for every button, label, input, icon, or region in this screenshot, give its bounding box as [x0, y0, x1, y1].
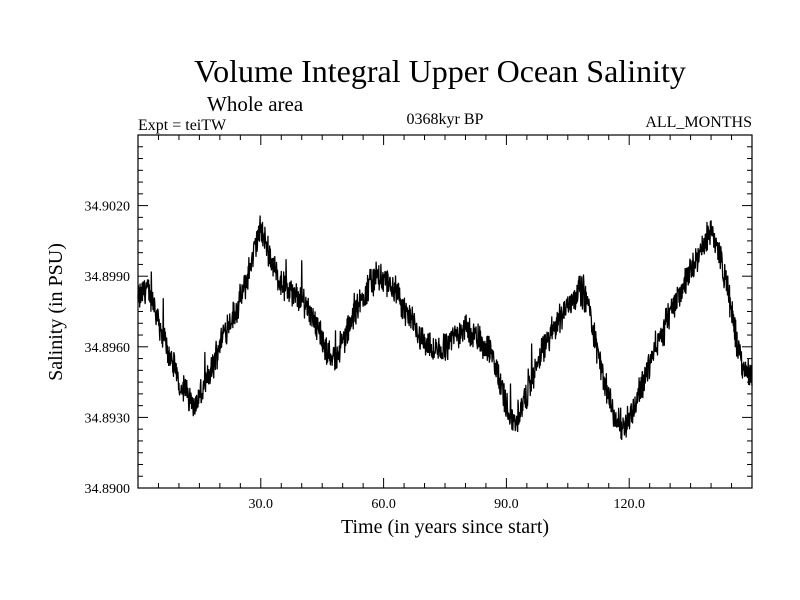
series-line-salinity — [137, 215, 753, 441]
y-tick-label: 34.8990 — [85, 270, 131, 285]
experiment-label: Expt = teiTW — [138, 117, 227, 134]
y-tick-label: 34.8930 — [85, 411, 131, 426]
x-tick-label: 120.0 — [613, 497, 645, 512]
y-tick-label: 34.9020 — [85, 200, 131, 215]
plot-frame — [137, 134, 753, 489]
chart-subtitle: Whole area — [207, 92, 304, 116]
x-tick-label: 30.0 — [249, 497, 274, 512]
chart-title: Volume Integral Upper Ocean Salinity — [194, 53, 686, 89]
y-axis-label: Salinity (in PSU) — [45, 243, 67, 381]
months-label: ALL_MONTHS — [645, 114, 752, 131]
plot-layer: 30.0 60.0 90.0 120.0 34.8900 34.8930 34.8960 34… — [85, 134, 753, 512]
x-tick-label: 60.0 — [371, 497, 396, 512]
x-tick-label: 90.0 — [494, 497, 519, 512]
period-label: 0368kyr BP — [407, 111, 484, 128]
y-tick-label: 34.8960 — [85, 341, 131, 356]
x-axis-label: Time (in years since start) — [341, 516, 549, 538]
y-tick-label: 34.8900 — [85, 482, 131, 497]
